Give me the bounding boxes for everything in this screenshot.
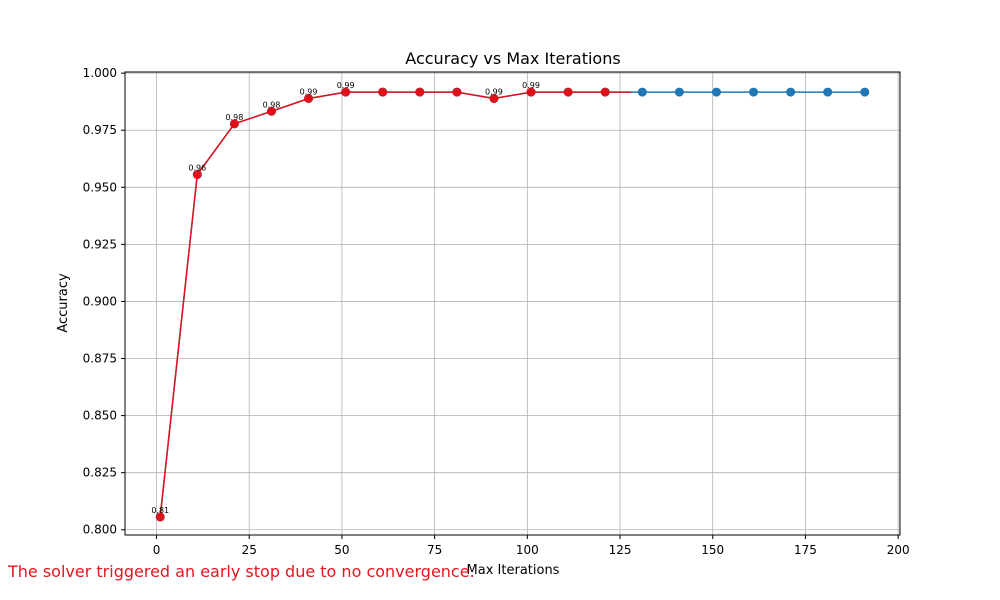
x-tick-label: 150: [701, 543, 724, 557]
x-tick-label: 50: [334, 543, 349, 557]
x-tick-label: 175: [794, 543, 817, 557]
data-label: 0.99: [485, 87, 503, 96]
data-labels: 0.81 0.96 0.98 0.98 0.99 0.99 0.99 0.99: [151, 81, 540, 515]
y-ticks: 0.800 0.825 0.850 0.875 0.900 0.925 0.950 0.975…: [83, 66, 125, 537]
data-point: [304, 93, 314, 103]
y-tick-label: 1.000: [83, 66, 117, 80]
series-line: [159, 91, 865, 518]
y-tick-label: 0.925: [83, 237, 117, 251]
x-tick-label: 0: [153, 543, 161, 557]
x-tick-label: 100: [516, 543, 539, 557]
y-tick-label: 0.950: [83, 180, 117, 194]
y-tick-label: 0.900: [83, 294, 117, 308]
data-point: [786, 87, 796, 97]
y-tick-label: 0.825: [83, 466, 117, 480]
data-label: 0.98: [263, 100, 281, 109]
data-label: 0.98: [225, 113, 243, 122]
y-tick-label: 0.850: [83, 409, 117, 423]
data-label: 0.96: [188, 164, 206, 173]
data-point: [749, 87, 759, 97]
series-0: [155, 87, 870, 522]
y-axis-label: Accuracy: [56, 273, 71, 333]
early-stop-footnote: The solver triggered an early stop due t…: [8, 562, 475, 581]
x-tick-label: 75: [427, 543, 442, 557]
chart-title: Accuracy vs Max Iterations: [405, 49, 620, 68]
x-tick-label: 125: [609, 543, 632, 557]
data-label: 0.99: [522, 81, 540, 90]
data-point: [526, 87, 536, 97]
data-point: [711, 87, 721, 97]
x-axis-label: Max Iterations: [467, 563, 560, 578]
data-point: [229, 119, 239, 129]
x-tick-label: 25: [242, 543, 257, 557]
data-point: [860, 87, 870, 97]
data-point: [823, 87, 833, 97]
data-point: [155, 512, 165, 522]
series-line: [159, 91, 632, 518]
data-label: 0.99: [300, 87, 318, 96]
data-point: [600, 87, 610, 97]
data-point: [674, 87, 684, 97]
data-point: [563, 87, 573, 97]
x-tick-label: 200: [887, 543, 910, 557]
y-tick-label: 0.800: [83, 523, 117, 537]
data-point: [341, 87, 351, 97]
data-point: [452, 87, 462, 97]
y-tick-label: 0.875: [83, 352, 117, 366]
x-ticks: 0 25 50 75 100 125 150 175 200: [153, 535, 910, 557]
data-point: [266, 106, 276, 116]
series-1: [155, 87, 632, 522]
data-point: [192, 170, 202, 180]
data-point: [637, 87, 647, 97]
y-tick-label: 0.975: [83, 123, 117, 137]
data-point: [489, 93, 499, 103]
data-label: 0.99: [337, 81, 355, 90]
data-point: [378, 87, 388, 97]
data-label: 0.81: [151, 506, 169, 515]
grid: [125, 72, 900, 535]
data-point: [415, 87, 425, 97]
plot-frame: [124, 71, 901, 536]
